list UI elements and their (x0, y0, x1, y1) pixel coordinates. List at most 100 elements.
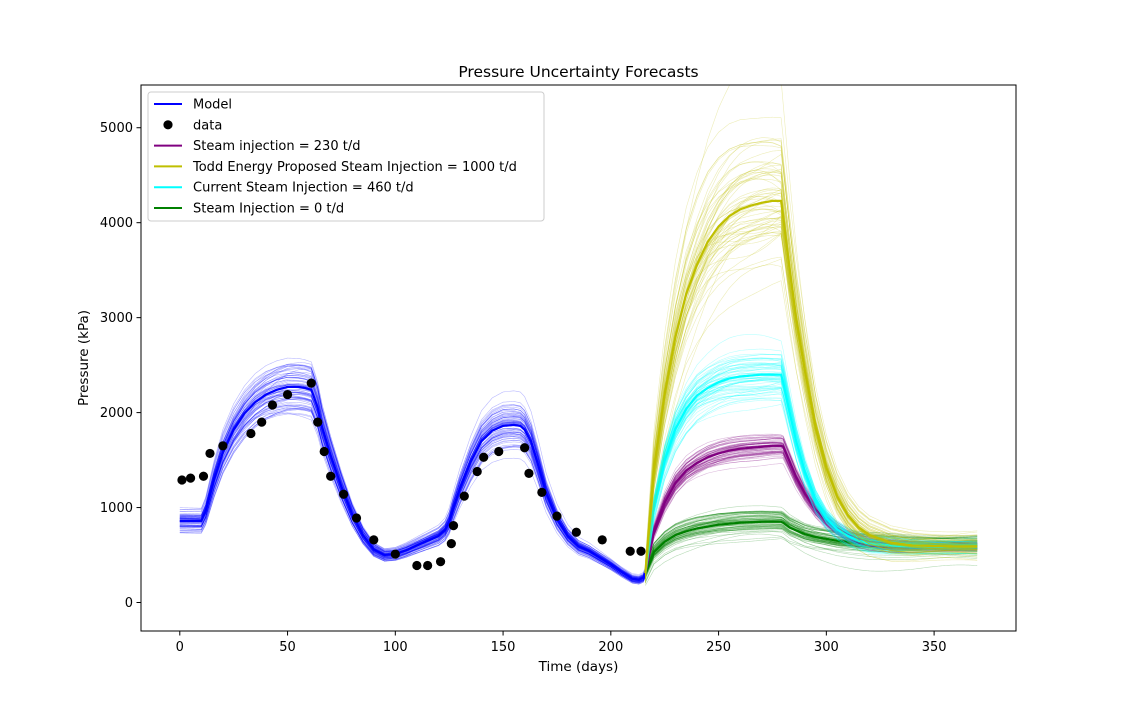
steam-0-realization (645, 524, 978, 577)
steam-460-realization (645, 371, 978, 577)
steam-0-realization (645, 513, 978, 570)
steam-0-realization (645, 514, 978, 573)
chart-title: Pressure Uncertainty Forecasts (458, 63, 698, 81)
steam-1000-realization (645, 137, 978, 571)
model-realization (179, 398, 646, 583)
steam-230-realization (645, 441, 978, 572)
steam-1000-realization (645, 85, 978, 566)
steam-1000-realization (645, 170, 978, 572)
steam-460-realization (645, 354, 978, 571)
steam-0-realization (645, 519, 978, 571)
steam-1000-realization (645, 204, 978, 573)
steam-230-realization (645, 435, 978, 570)
steam-1000-realization (645, 208, 978, 573)
steam-230-realization (645, 438, 978, 572)
steam-0-realization (645, 521, 978, 575)
steam-1000-mean-line (644, 199, 978, 574)
model-realization (179, 375, 646, 578)
steam-0-realization (645, 523, 978, 575)
model-realization (179, 409, 646, 583)
steam-230-realization (645, 463, 978, 577)
steam-1000-realization (645, 195, 978, 576)
legend: Model data Steam injection = 230 t/d Todd E… (147, 91, 545, 222)
x-tick-label: 300 (814, 640, 839, 655)
steam-1000-realization (645, 226, 978, 578)
steam-460-realization (645, 379, 978, 576)
steam-0-realization (645, 505, 978, 567)
steam-1000-realization (645, 188, 978, 573)
steam-230-realization (645, 438, 978, 572)
steam-1000-realization (645, 223, 978, 576)
model-realization (179, 362, 646, 580)
steam-1000-realization (645, 232, 978, 575)
data-point (369, 535, 379, 545)
steam-0-realization (645, 517, 978, 572)
steam-460-realization (645, 386, 978, 572)
steam-0-realization (645, 514, 978, 570)
data-points-layer (177, 378, 646, 571)
steam-1000-realization (645, 264, 978, 584)
steam-0-realization (645, 518, 978, 572)
data-point (423, 560, 433, 571)
steam-460-realization (645, 364, 978, 570)
steam-460-realization (645, 365, 978, 573)
legend-marker (163, 120, 173, 130)
steam-1000-realization (645, 174, 978, 573)
data-point (448, 521, 459, 531)
steam-1000-realization (645, 232, 978, 582)
steam-460-realization (645, 357, 978, 571)
data-point (267, 400, 278, 410)
model-realization (179, 365, 646, 575)
data-point (198, 471, 209, 481)
x-tick-label: 100 (383, 640, 408, 655)
steam-230-realization (645, 453, 978, 575)
data-point (571, 527, 581, 537)
legend-box (147, 91, 545, 222)
steam-0-realization (645, 519, 978, 571)
model-realization (179, 363, 646, 577)
steam-1000-realization (645, 141, 978, 569)
steam-460-realization (645, 354, 978, 573)
data-point (319, 446, 329, 457)
plot-frame (140, 84, 1017, 632)
steam-230-realization (645, 452, 978, 575)
model-realization (179, 392, 646, 581)
steam-0-realization (645, 510, 978, 568)
model-realization (179, 364, 646, 579)
model-realization (179, 405, 646, 580)
y-tick-label: 0 (125, 596, 133, 611)
model-realization (179, 375, 646, 580)
data-point (185, 473, 196, 483)
steam-230-realization (645, 454, 978, 576)
data-point (479, 452, 489, 462)
model-realization (179, 365, 646, 579)
steam-230-realization (645, 449, 978, 576)
data-point (520, 443, 530, 453)
data-point (494, 446, 504, 457)
steam-460-realization (645, 399, 978, 578)
model-realization (179, 379, 646, 579)
steam-0-realization (645, 528, 978, 576)
steam-460-realization (645, 391, 978, 576)
steam-0-realization (645, 512, 978, 571)
steam-0-realization (645, 520, 978, 576)
steam-1000-realization (645, 256, 978, 579)
steam-0-realization (645, 528, 978, 578)
steam-230-realization (645, 446, 978, 576)
steam-460-realization (645, 380, 978, 576)
model-realization (179, 401, 646, 583)
steam-1000-realization (645, 232, 978, 579)
steam-1000-realization (645, 116, 978, 562)
model-realization (179, 403, 646, 582)
x-tick-label: 250 (706, 640, 731, 655)
steam-1000-realization (645, 226, 978, 583)
steam-1000-realization (645, 178, 978, 571)
steam-1000-realization (645, 230, 978, 579)
steam-460-realization (645, 357, 978, 571)
model-realization (179, 407, 646, 582)
steam-0-realization (645, 510, 978, 568)
steam-230-realization (645, 456, 978, 575)
steam-0-realization (645, 518, 978, 571)
model-realization (179, 389, 646, 582)
